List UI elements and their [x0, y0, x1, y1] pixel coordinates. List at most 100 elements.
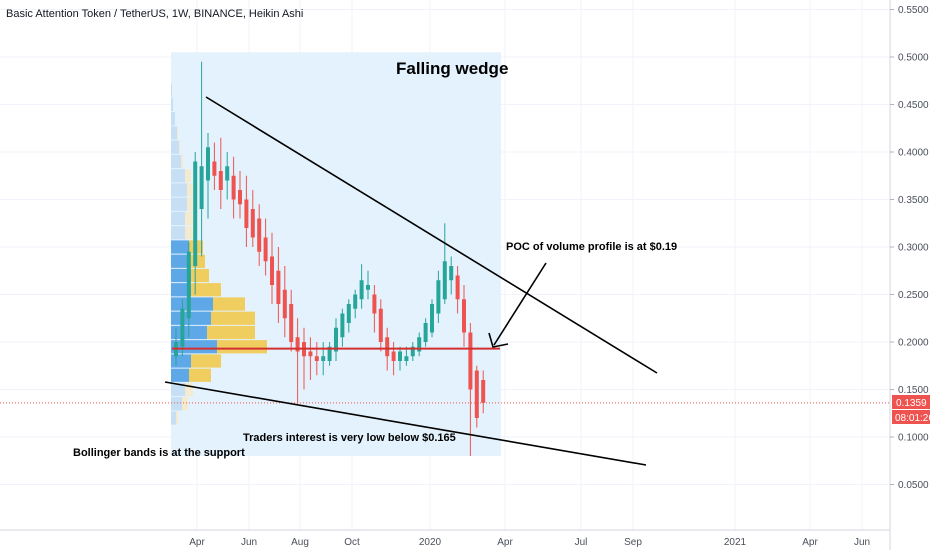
candle-up — [193, 161, 198, 266]
volume-profile-bar-up — [171, 382, 185, 397]
volume-profile-bar-down — [191, 268, 209, 283]
volume-profile-bar-down — [213, 297, 245, 311]
candle-down — [314, 356, 319, 361]
candle-up — [180, 308, 185, 347]
candle-up — [186, 251, 191, 319]
price-tick-label: 0.3500 — [898, 195, 929, 206]
volume-profile-bar-up — [171, 83, 172, 97]
volume-profile-bar-up — [171, 311, 211, 325]
time-tick-label: Jun — [241, 537, 257, 548]
volume-profile-bar-up — [171, 268, 191, 283]
volume-profile-bar-up — [171, 183, 187, 197]
candle-down — [238, 190, 242, 205]
candle-down — [244, 199, 249, 228]
volume-profile-bar-down — [185, 382, 193, 397]
candle-down — [468, 332, 473, 390]
candle-up — [423, 323, 428, 342]
price-tick-label: 0.2000 — [898, 338, 929, 349]
price-tick-label: 0.1000 — [898, 433, 929, 444]
candle-down — [257, 218, 262, 252]
price-tick-label: 0.5000 — [898, 53, 929, 64]
volume-profile-bar-down — [179, 140, 180, 154]
candle-down — [295, 337, 300, 352]
volume-profile-bar-up — [171, 368, 189, 382]
volume-profile-bar-down — [187, 183, 193, 197]
price-axis[interactable]: 0.5500 0.5000 0.4500 0.4000 0.3500 0.3000 0.25… — [890, 5, 929, 491]
volume-profile-bar-up — [171, 411, 176, 425]
countdown-label: 08:01:26 — [895, 413, 932, 424]
volume-profile-bar-down — [191, 283, 221, 297]
candle-up — [417, 337, 422, 352]
candle-up — [442, 261, 447, 300]
poc-annotation: POC of volume profile is at $0.19 — [506, 241, 677, 253]
volume-profile-bar-down — [176, 411, 178, 425]
volume-profile-bar-down — [185, 211, 193, 226]
price-tick-label: 0.5500 — [898, 5, 929, 16]
falling-wedge-lines — [164, 96, 658, 466]
candle-up — [359, 280, 364, 300]
volume-profile-bar-up — [171, 254, 187, 268]
candle-up — [321, 356, 326, 361]
volume-profile-bar-up — [171, 197, 187, 211]
candle-down — [289, 304, 294, 342]
time-tick-label: Oct — [344, 537, 360, 548]
volume-profile-bar-down — [182, 397, 188, 411]
bollinger-annotation: Bollinger bands is at the support — [73, 447, 245, 459]
chart-title: Basic Attention Token / TetherUS, 1W, BI… — [6, 8, 303, 20]
candle-down — [462, 299, 466, 333]
volume-profile-range-highlight — [171, 52, 501, 456]
candle-down — [276, 270, 281, 304]
time-axis[interactable]: Apr Jun Aug Oct 2020 Apr Jul Sep 2021 Apr Jun — [189, 537, 870, 548]
candle-up — [225, 166, 230, 181]
candle-down — [231, 175, 236, 200]
candle-up — [206, 147, 210, 181]
price-tick-label: 0.4500 — [898, 100, 929, 111]
candle-up — [404, 356, 409, 361]
volume-profile — [171, 83, 267, 425]
volume-profile-bar-up — [171, 169, 185, 183]
price-tick-label: 0.4000 — [898, 148, 929, 159]
candle-down — [263, 237, 268, 262]
candles — [174, 61, 486, 456]
price-tick-label: 0.3000 — [898, 243, 929, 254]
volume-profile-bar-down — [187, 197, 193, 211]
time-tick-label: Apr — [802, 537, 818, 548]
volume-profile-bar-up — [171, 140, 179, 154]
time-tick-label: Jul — [575, 537, 588, 548]
candle-up — [436, 280, 441, 314]
volume-profile-bar-down — [189, 368, 211, 382]
volume-profile-bar-down — [185, 169, 191, 183]
candle-down — [378, 308, 383, 342]
volume-profile-bar-down — [217, 340, 267, 354]
candle-down — [385, 337, 390, 357]
volume-profile-bar-down — [181, 154, 183, 169]
candle-up — [346, 304, 351, 323]
candle-up — [430, 304, 434, 333]
candle-down — [455, 275, 460, 300]
volume-profile-bar-down — [211, 311, 255, 325]
wedge-upper-line — [205, 96, 658, 374]
countdown-tag — [892, 410, 930, 424]
volume-profile-bar-down — [185, 226, 195, 240]
candle-down — [212, 161, 217, 176]
volume-profile-bar-up — [171, 97, 173, 112]
candle-down — [270, 256, 274, 285]
poc-arrow — [488, 262, 547, 348]
volume-profile-bar-down — [191, 354, 221, 368]
candle-down — [282, 289, 287, 319]
wedge-lower-line — [164, 381, 647, 466]
candle-down — [481, 380, 486, 403]
volume-profile-bar-up — [171, 154, 181, 169]
candle-down — [391, 351, 396, 361]
volume-profile-bar-up — [171, 211, 185, 226]
volume-profile-bar-up — [171, 354, 191, 368]
candle-up — [366, 285, 370, 290]
volume-profile-bar-up — [171, 397, 182, 411]
time-tick-label: Aug — [291, 537, 309, 548]
candle-up — [340, 313, 345, 338]
volume-profile-bar-up — [171, 297, 213, 311]
time-tick-label: 2021 — [724, 537, 747, 548]
arrow-head — [488, 332, 509, 348]
falling-wedge-heading: Falling wedge — [396, 59, 508, 78]
